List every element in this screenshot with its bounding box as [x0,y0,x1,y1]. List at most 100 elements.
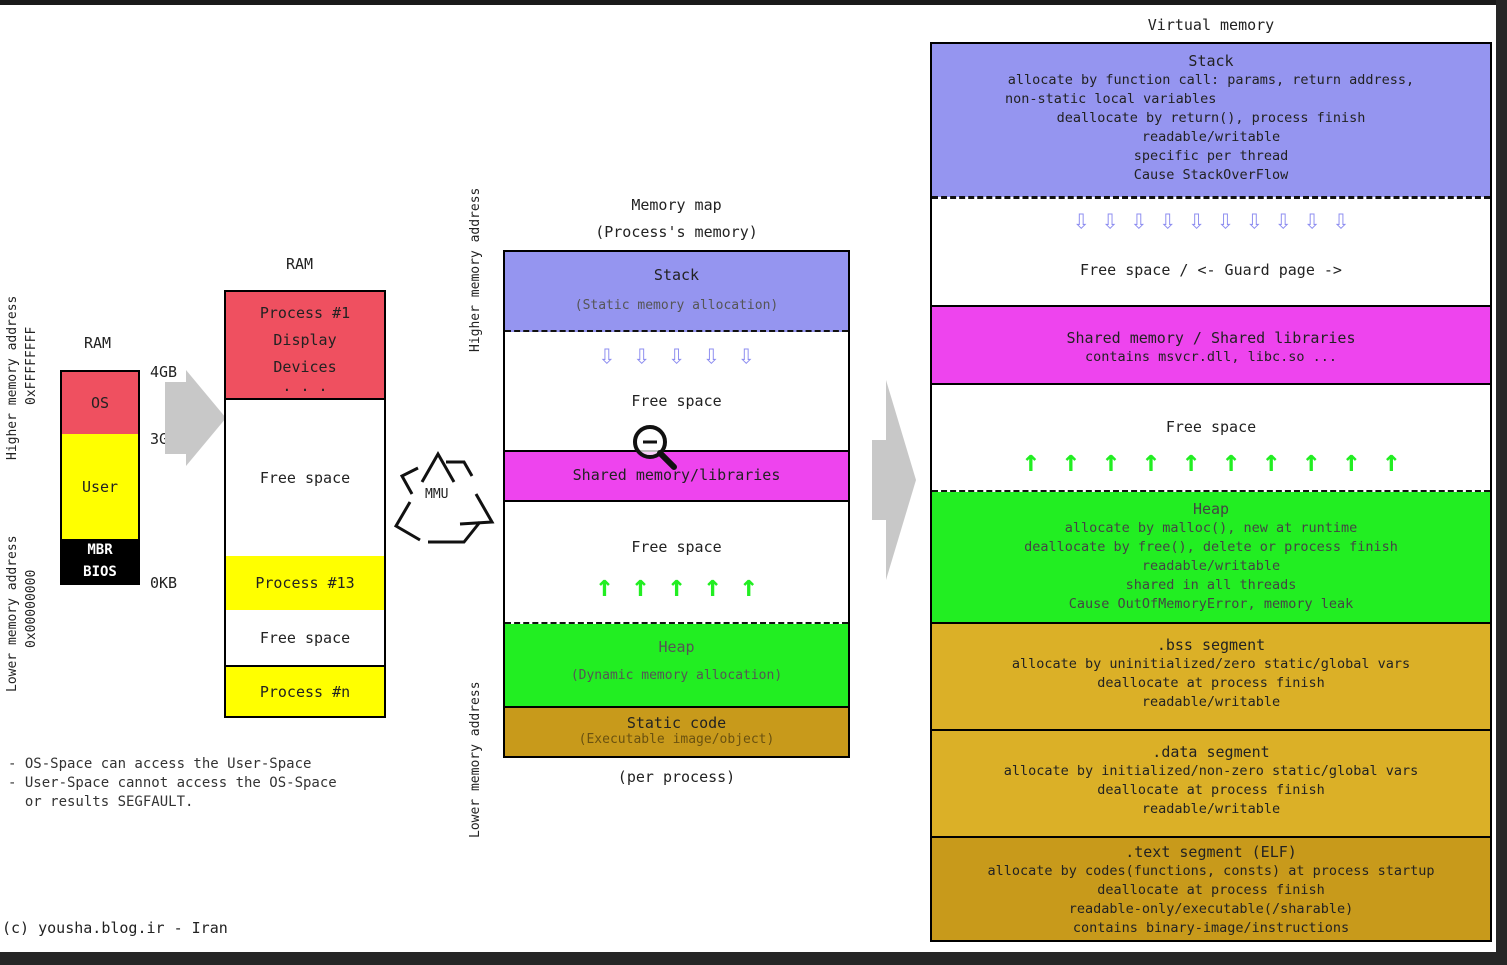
vm-free-guard-label: Free space / <- Guard page -> [1080,261,1342,279]
vm-data-line: deallocate at process finish [1097,782,1325,798]
mm-shared-label: Shared memory/libraries [572,466,781,484]
magnifier-icon[interactable] [628,420,680,472]
mm-heap-segment: Heap (Dynamic memory allocation) [505,624,848,706]
down-arrow-icon: ⇩ [1245,203,1263,236]
ram-free2-segment: Free space [226,610,384,665]
up-arrow-icon: ↑ [739,569,758,604]
vm-text-line: readable-only/executable(/sharable) [1068,901,1354,917]
ram-process1-segment: Process #1 Display Devices . . . [226,292,384,398]
ram-small-block: OS User MBR BIOS [60,370,140,585]
mm-shared-segment: Shared memory/libraries [505,450,848,502]
mm-free-bottom-segment: Free space ↑ ↑ ↑ ↑ ↑ [505,502,848,622]
vm-stack-segment: Stack allocate by function call: params,… [932,44,1490,197]
down-arrow-icon: ⇩ [598,338,616,371]
up-arrow-icon: ↑ [1302,444,1321,479]
ram-free1-segment: Free space [226,398,384,556]
vm-heap-segment: Heap allocate by malloc(), new at runtim… [932,492,1490,622]
up-arrow-icon: ↑ [631,569,650,604]
vm-bss-line: allocate by uninitialized/zero static/gl… [1011,656,1411,672]
ram-os-label: OS [90,394,110,412]
lower-address-value: 0x00000000 [24,569,39,648]
vm-text-segment: .text segment (ELF) allocate by codes(fu… [932,836,1490,940]
process1-label: Process #1 [259,303,351,322]
mm-stack-segment: Stack (Static memory allocation) [505,252,848,332]
down-arrow-icon: ⇩ [1274,203,1292,236]
note-line-3: or results SEGFAULT. [8,794,194,810]
vm-down-arrows: ⇩ ⇩ ⇩ ⇩ ⇩ ⇩ ⇩ ⇩ ⇩ ⇩ [932,205,1490,235]
memory-map-footer: (per process) [617,768,736,786]
mm-dash-2 [505,622,848,625]
mark-0kb: 0KB [150,574,178,592]
dots-label: . . . [282,376,328,395]
mm-heap-sub: (Dynamic memory allocation) [570,668,783,683]
vm-stack-title: Stack [1188,52,1234,70]
up-arrow-icon: ↑ [1021,444,1040,479]
vm-stack-line: allocate by function call: params, retur… [1007,72,1415,88]
ram-os-segment: OS [62,372,138,434]
up-arrow-icon: ↑ [1101,444,1120,479]
mm-free-top-label: Free space [631,392,722,410]
vm-stack-line: deallocate by return(), process finish [1056,110,1366,126]
gray-arrow-head-1 [186,370,226,466]
down-arrow-icon: ⇩ [1072,203,1090,236]
vm-bss-segment: .bss segment allocate by uninitialized/z… [932,622,1490,729]
gray-arrow-head-2 [886,380,916,580]
mmu-recycle-icon [393,450,495,544]
right-frame [1496,0,1507,965]
vm-text-line: contains binary-image/instructions [1072,920,1350,936]
virtual-memory-block: Stack allocate by function call: params,… [930,42,1492,942]
mm-free-bottom-label: Free space [631,538,722,556]
ram-small-title: RAM [84,334,112,352]
mm-stack-sub: (Static memory allocation) [574,298,779,313]
vm-free-segment: Free space ↑ ↑ ↑ ↑ ↑ ↑ ↑ ↑ ↑ ↑ [932,385,1490,490]
vm-data-title: .data segment [1152,743,1270,761]
mm-static-label: Static code [626,714,727,732]
display-label: Display [273,330,337,349]
down-arrow-icon: ⇩ [633,338,651,371]
gray-arrow-shaft-2 [872,440,888,520]
down-arrow-icon: ⇩ [1217,203,1234,236]
vm-shared-title: Shared memory / Shared libraries [1066,329,1356,347]
ram-large-block: Process #1 Display Devices . . . Free sp… [224,290,386,718]
up-arrow-icon: ↑ [667,569,686,604]
down-arrow-icon: ⇩ [702,338,720,371]
processn-label: Process #n [259,682,351,701]
vm-heap-line: deallocate by free(), delete or process … [1024,539,1398,555]
virtual-memory-title: Virtual memory [1147,16,1275,34]
note-line-2: - User-Space cannot access the OS-Space [8,775,337,791]
up-arrow-icon: ↑ [1061,444,1080,479]
mm-static-sub: (Executable image/object) [578,732,775,747]
mm-higher-address-label: Higher memory address [468,187,483,352]
down-arrow-icon: ⇩ [1159,203,1177,236]
vm-bss-line: readable/writable [1141,694,1281,710]
vm-stack-line: readable/writable [1141,129,1281,145]
top-frame [0,0,1507,5]
vm-text-line: allocate by codes(functions, consts) at … [987,863,1435,879]
mark-4gb: 4GB [150,363,178,381]
vm-heap-line: allocate by malloc(), new at runtime [1064,520,1358,536]
vm-text-title: .text segment (ELF) [1125,843,1297,861]
memory-map-block: Stack (Static memory allocation) ⇩ ⇩ ⇩ ⇩ ⇩ F… [503,250,850,758]
vm-dash-1 [932,196,1490,199]
ram-processn-segment: Process #n [226,665,384,716]
vm-data-segment: .data segment allocate by initialized/no… [932,729,1490,836]
mm-stack-label: Stack [653,266,700,284]
mm-free-top-segment: ⇩ ⇩ ⇩ ⇩ ⇩ Free space [505,332,848,450]
free1-label: Free space [259,469,351,487]
mm-heap-label: Heap [658,638,695,656]
vm-bss-title: .bss segment [1156,636,1266,654]
up-arrow-icon: ↑ [1222,444,1241,479]
down-arrow-icon: ⇩ [1188,203,1205,236]
vm-heap-line: shared in all threads [1125,577,1297,593]
memory-map-subtitle: (Process's memory) [595,223,758,241]
higher-address-label: Higher memory address [5,295,20,460]
vm-data-line: readable/writable [1141,801,1281,817]
process13-label: Process #13 [255,574,355,592]
vm-heap-title: Heap [1192,500,1230,518]
up-arrow-icon: ↑ [595,569,614,604]
vm-heap-line: Cause OutOfMemoryError, memory leak [1068,596,1354,612]
ram-mbr-label: MBR [87,542,113,558]
vm-stack-line: Cause StackOverFlow [1133,167,1289,183]
vm-data-line: allocate by initialized/non-zero static/… [1003,763,1419,779]
vm-free-label: Free space [1165,418,1257,436]
